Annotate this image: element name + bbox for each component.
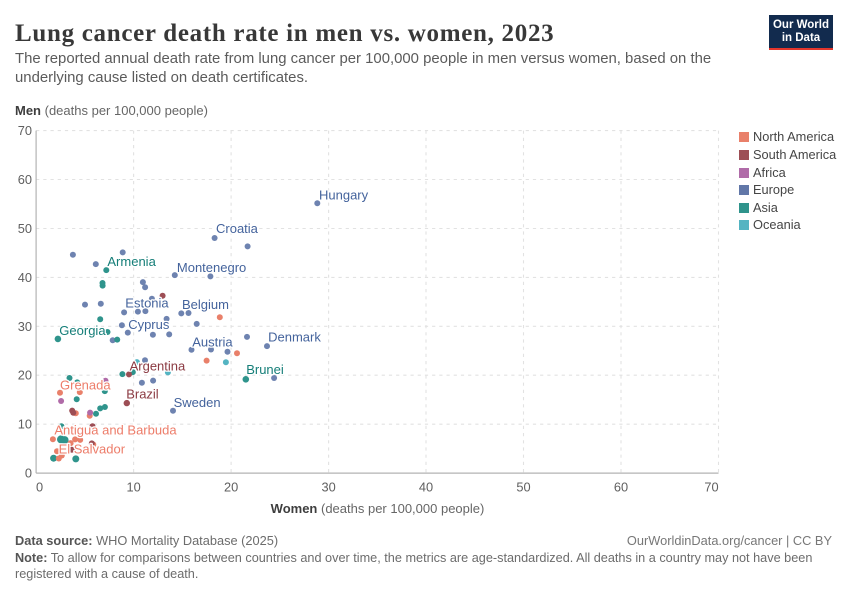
svg-text:Austria: Austria (192, 335, 233, 350)
svg-text:10: 10 (18, 417, 32, 432)
svg-text:Grenada: Grenada (60, 377, 111, 392)
svg-text:70: 70 (18, 123, 32, 138)
svg-text:Argentina: Argentina (130, 358, 186, 373)
svg-text:0: 0 (36, 479, 43, 494)
svg-text:0: 0 (25, 466, 32, 481)
svg-text:Cyprus: Cyprus (128, 317, 170, 332)
svg-text:40: 40 (419, 479, 433, 494)
svg-text:50: 50 (516, 479, 530, 494)
svg-text:60: 60 (614, 479, 628, 494)
svg-text:30: 30 (321, 479, 335, 494)
svg-text:20: 20 (18, 368, 32, 383)
svg-text:Brunei: Brunei (246, 362, 284, 377)
svg-text:El Salvador: El Salvador (59, 442, 126, 457)
svg-text:10: 10 (126, 479, 140, 494)
svg-text:Armenia: Armenia (107, 254, 156, 269)
svg-text:Estonia: Estonia (125, 295, 169, 310)
svg-text:Belgium: Belgium (182, 297, 229, 312)
svg-text:30: 30 (18, 319, 32, 334)
svg-text:Hungary: Hungary (319, 187, 369, 202)
svg-text:Sweden: Sweden (174, 395, 221, 410)
svg-text:20: 20 (224, 479, 238, 494)
svg-text:Montenegro: Montenegro (177, 260, 246, 275)
svg-text:70: 70 (704, 479, 718, 494)
svg-text:Brazil: Brazil (126, 387, 159, 402)
svg-text:Antigua and Barbuda: Antigua and Barbuda (54, 423, 177, 438)
svg-text:Croatia: Croatia (216, 221, 259, 236)
svg-text:50: 50 (18, 221, 32, 236)
svg-text:Georgia: Georgia (59, 323, 106, 338)
svg-text:Denmark: Denmark (268, 329, 321, 344)
svg-text:60: 60 (18, 172, 32, 187)
svg-text:40: 40 (18, 270, 32, 285)
